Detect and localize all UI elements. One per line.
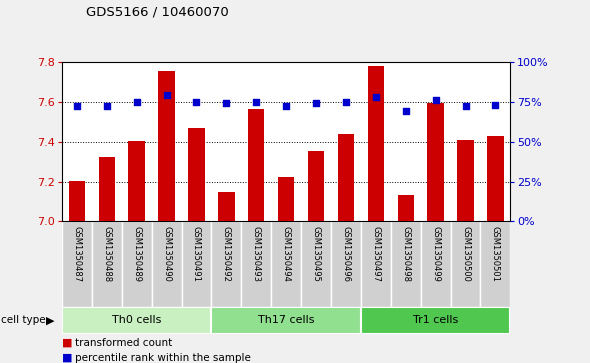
Bar (92, 221, 122, 307)
Bar (62, 221, 92, 307)
Text: GSM1350494: GSM1350494 (281, 226, 291, 282)
Text: GSM1350500: GSM1350500 (461, 226, 470, 282)
Bar (218, 192, 235, 221)
Point (222, 100, 231, 106)
Text: ▶: ▶ (46, 315, 54, 325)
Point (72, 103, 81, 109)
Bar (337, 134, 354, 221)
Point (312, 100, 321, 106)
Bar (62, 307, 211, 334)
Point (132, 99, 142, 105)
Text: GSM1350487: GSM1350487 (73, 226, 81, 282)
Bar (361, 307, 510, 334)
Text: GSM1350498: GSM1350498 (401, 226, 410, 282)
Bar (301, 221, 331, 307)
Bar (68, 180, 85, 221)
Bar (308, 151, 325, 221)
Bar (361, 221, 391, 307)
Point (341, 99, 350, 105)
Point (371, 94, 381, 100)
Text: cell type: cell type (1, 315, 46, 325)
Text: Th0 cells: Th0 cells (112, 315, 162, 325)
Text: ■: ■ (62, 352, 73, 363)
Bar (241, 221, 271, 307)
Text: GSM1350489: GSM1350489 (132, 226, 141, 282)
Point (102, 103, 112, 109)
Text: GDS5166 / 10460070: GDS5166 / 10460070 (86, 5, 228, 18)
Text: Th17 cells: Th17 cells (258, 315, 314, 325)
Bar (182, 221, 211, 307)
Bar (427, 103, 444, 221)
Text: GSM1350493: GSM1350493 (252, 226, 261, 282)
Bar (457, 140, 474, 221)
Bar (158, 71, 175, 221)
Bar (368, 66, 384, 221)
Bar (278, 176, 294, 221)
Point (281, 103, 291, 109)
Text: transformed count: transformed count (75, 338, 172, 348)
Point (162, 92, 171, 98)
Point (401, 108, 411, 114)
Text: GSM1350495: GSM1350495 (312, 226, 320, 282)
Text: GSM1350490: GSM1350490 (162, 226, 171, 282)
Bar (331, 221, 361, 307)
Point (461, 103, 470, 109)
Text: GSM1350492: GSM1350492 (222, 226, 231, 282)
Text: GSM1350491: GSM1350491 (192, 226, 201, 282)
Text: GSM1350499: GSM1350499 (431, 226, 440, 282)
Bar (152, 221, 182, 307)
Text: GSM1350497: GSM1350497 (371, 226, 381, 282)
Bar (99, 156, 115, 221)
Bar (211, 221, 241, 307)
Bar (398, 196, 414, 221)
Bar (391, 221, 421, 307)
Bar (487, 136, 504, 221)
Point (431, 97, 440, 103)
Bar (451, 221, 480, 307)
Bar (480, 221, 510, 307)
Text: GSM1350496: GSM1350496 (342, 226, 350, 282)
Bar (129, 140, 145, 221)
Point (192, 99, 201, 105)
Text: Tr1 cells: Tr1 cells (413, 315, 458, 325)
Text: GSM1350488: GSM1350488 (102, 226, 112, 282)
Point (491, 102, 500, 108)
Bar (271, 221, 301, 307)
Text: ■: ■ (62, 338, 73, 348)
Text: percentile rank within the sample: percentile rank within the sample (75, 352, 251, 363)
Bar (421, 221, 451, 307)
Bar (188, 128, 205, 221)
Point (251, 99, 261, 105)
Text: GSM1350501: GSM1350501 (491, 226, 500, 282)
Bar (122, 221, 152, 307)
Bar (211, 307, 361, 334)
Bar (248, 109, 264, 221)
